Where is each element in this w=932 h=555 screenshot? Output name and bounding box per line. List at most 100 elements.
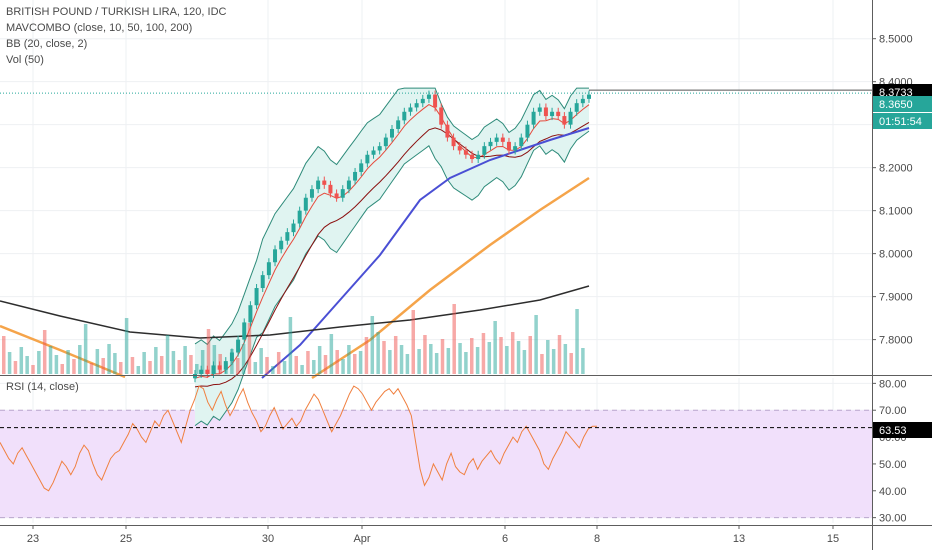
candle-body <box>254 288 259 306</box>
main-legend: BRITISH POUND / TURKISH LIRA, 120, IDC M… <box>6 4 226 68</box>
volume-bar <box>154 347 158 374</box>
volume-bar <box>440 339 445 374</box>
candle-body <box>199 369 204 374</box>
volume-bar <box>569 353 573 374</box>
volume-bar <box>364 337 369 374</box>
candle-body <box>568 111 573 125</box>
candle-body <box>439 107 444 125</box>
ma10-line <box>194 104 590 379</box>
volume-bar <box>581 348 585 374</box>
volume-bar <box>434 353 439 374</box>
candle-body <box>506 141 511 151</box>
ma100-line <box>261 127 590 379</box>
volume-bar <box>534 315 538 374</box>
volume-bar <box>376 332 380 374</box>
volume-bar <box>575 309 579 374</box>
volume-bar <box>113 353 117 374</box>
volume-bar <box>551 349 556 374</box>
candle-body <box>377 146 382 151</box>
legend-title: BRITISH POUND / TURKISH LIRA, 120, IDC <box>6 6 227 18</box>
volume-bar <box>107 344 111 374</box>
y-tick-label: 8.0000 <box>879 249 913 261</box>
candle-body <box>562 116 567 125</box>
candle-body <box>211 365 216 374</box>
candle-body <box>346 180 351 190</box>
rsi-y-tick-label: 30.00 <box>879 513 907 525</box>
candle-body <box>248 305 253 323</box>
candle-body <box>482 146 487 155</box>
volume-bar <box>37 351 41 374</box>
volume-bar <box>13 361 18 374</box>
bid-price-label-bg <box>873 96 932 112</box>
volume-bar <box>271 366 275 374</box>
volume-bar <box>475 347 480 374</box>
volume-bar <box>282 361 287 374</box>
candle-body <box>488 141 493 147</box>
rsi-value-label: 63.53 <box>879 425 907 437</box>
volume-bar <box>218 354 222 374</box>
x-tick-label: 6 <box>502 533 508 545</box>
volume-bar <box>241 344 246 374</box>
volume-bar <box>25 356 29 374</box>
volume-bar <box>312 360 316 374</box>
volume-bar <box>464 352 468 374</box>
volume-bar <box>42 330 47 374</box>
candle-body <box>457 146 462 151</box>
candle-body <box>470 154 475 160</box>
rsi-y-tick-label: 80.00 <box>879 378 907 390</box>
volume-bar <box>19 347 24 374</box>
candle-body <box>543 107 548 117</box>
countdown-label: 01:51:54 <box>879 116 922 128</box>
y-tick-label: 7.9000 <box>879 292 913 304</box>
candle-body <box>580 98 585 104</box>
candle-body <box>390 128 394 138</box>
volume-bar <box>393 336 398 374</box>
volume-bar <box>429 344 433 374</box>
candle-body <box>285 232 290 241</box>
rsi-line <box>0 385 597 492</box>
volume-bar <box>136 366 141 374</box>
candle-body <box>525 124 530 138</box>
candle-body <box>334 193 339 198</box>
volume-bar <box>83 324 88 374</box>
candle-body <box>519 137 524 147</box>
volume-bar <box>54 355 59 374</box>
volume-bar <box>487 342 492 374</box>
candle-body <box>445 124 450 138</box>
volume-bar <box>423 335 427 374</box>
candle-body <box>359 163 364 172</box>
x-tick-label: 8 <box>594 533 600 545</box>
volume-bar <box>142 352 146 374</box>
candle-body <box>236 339 241 353</box>
volume-bar <box>417 349 421 374</box>
volume-bar <box>493 321 497 374</box>
volume-bar <box>347 345 351 374</box>
x-tick-label: 23 <box>27 533 39 545</box>
candle-body <box>414 103 419 108</box>
rsi-y-tick-label: 40.00 <box>879 486 907 498</box>
bb-lower-line <box>194 130 590 427</box>
volume-bar <box>452 304 456 374</box>
volume-bar <box>522 350 527 374</box>
candle-body <box>383 137 388 147</box>
candle-body <box>273 249 278 263</box>
y-tick-label: 8.2000 <box>879 163 913 175</box>
candle-body <box>500 137 505 142</box>
volume-bar <box>124 318 129 374</box>
volume-bar <box>341 359 345 374</box>
volume-bar <box>294 356 298 374</box>
volume-bar <box>358 351 363 374</box>
y-tick-label: 8.5000 <box>879 34 913 46</box>
volume-bar <box>7 352 12 374</box>
bb-upper-line <box>194 87 589 346</box>
volume-bar <box>78 345 82 374</box>
volume-bar <box>165 335 170 374</box>
candle-body <box>550 111 555 117</box>
candle-body <box>420 98 425 104</box>
volume-bar <box>195 364 199 374</box>
candle-body <box>223 361 228 370</box>
volume-bar <box>101 358 105 374</box>
x-tick-label: 30 <box>262 533 274 545</box>
